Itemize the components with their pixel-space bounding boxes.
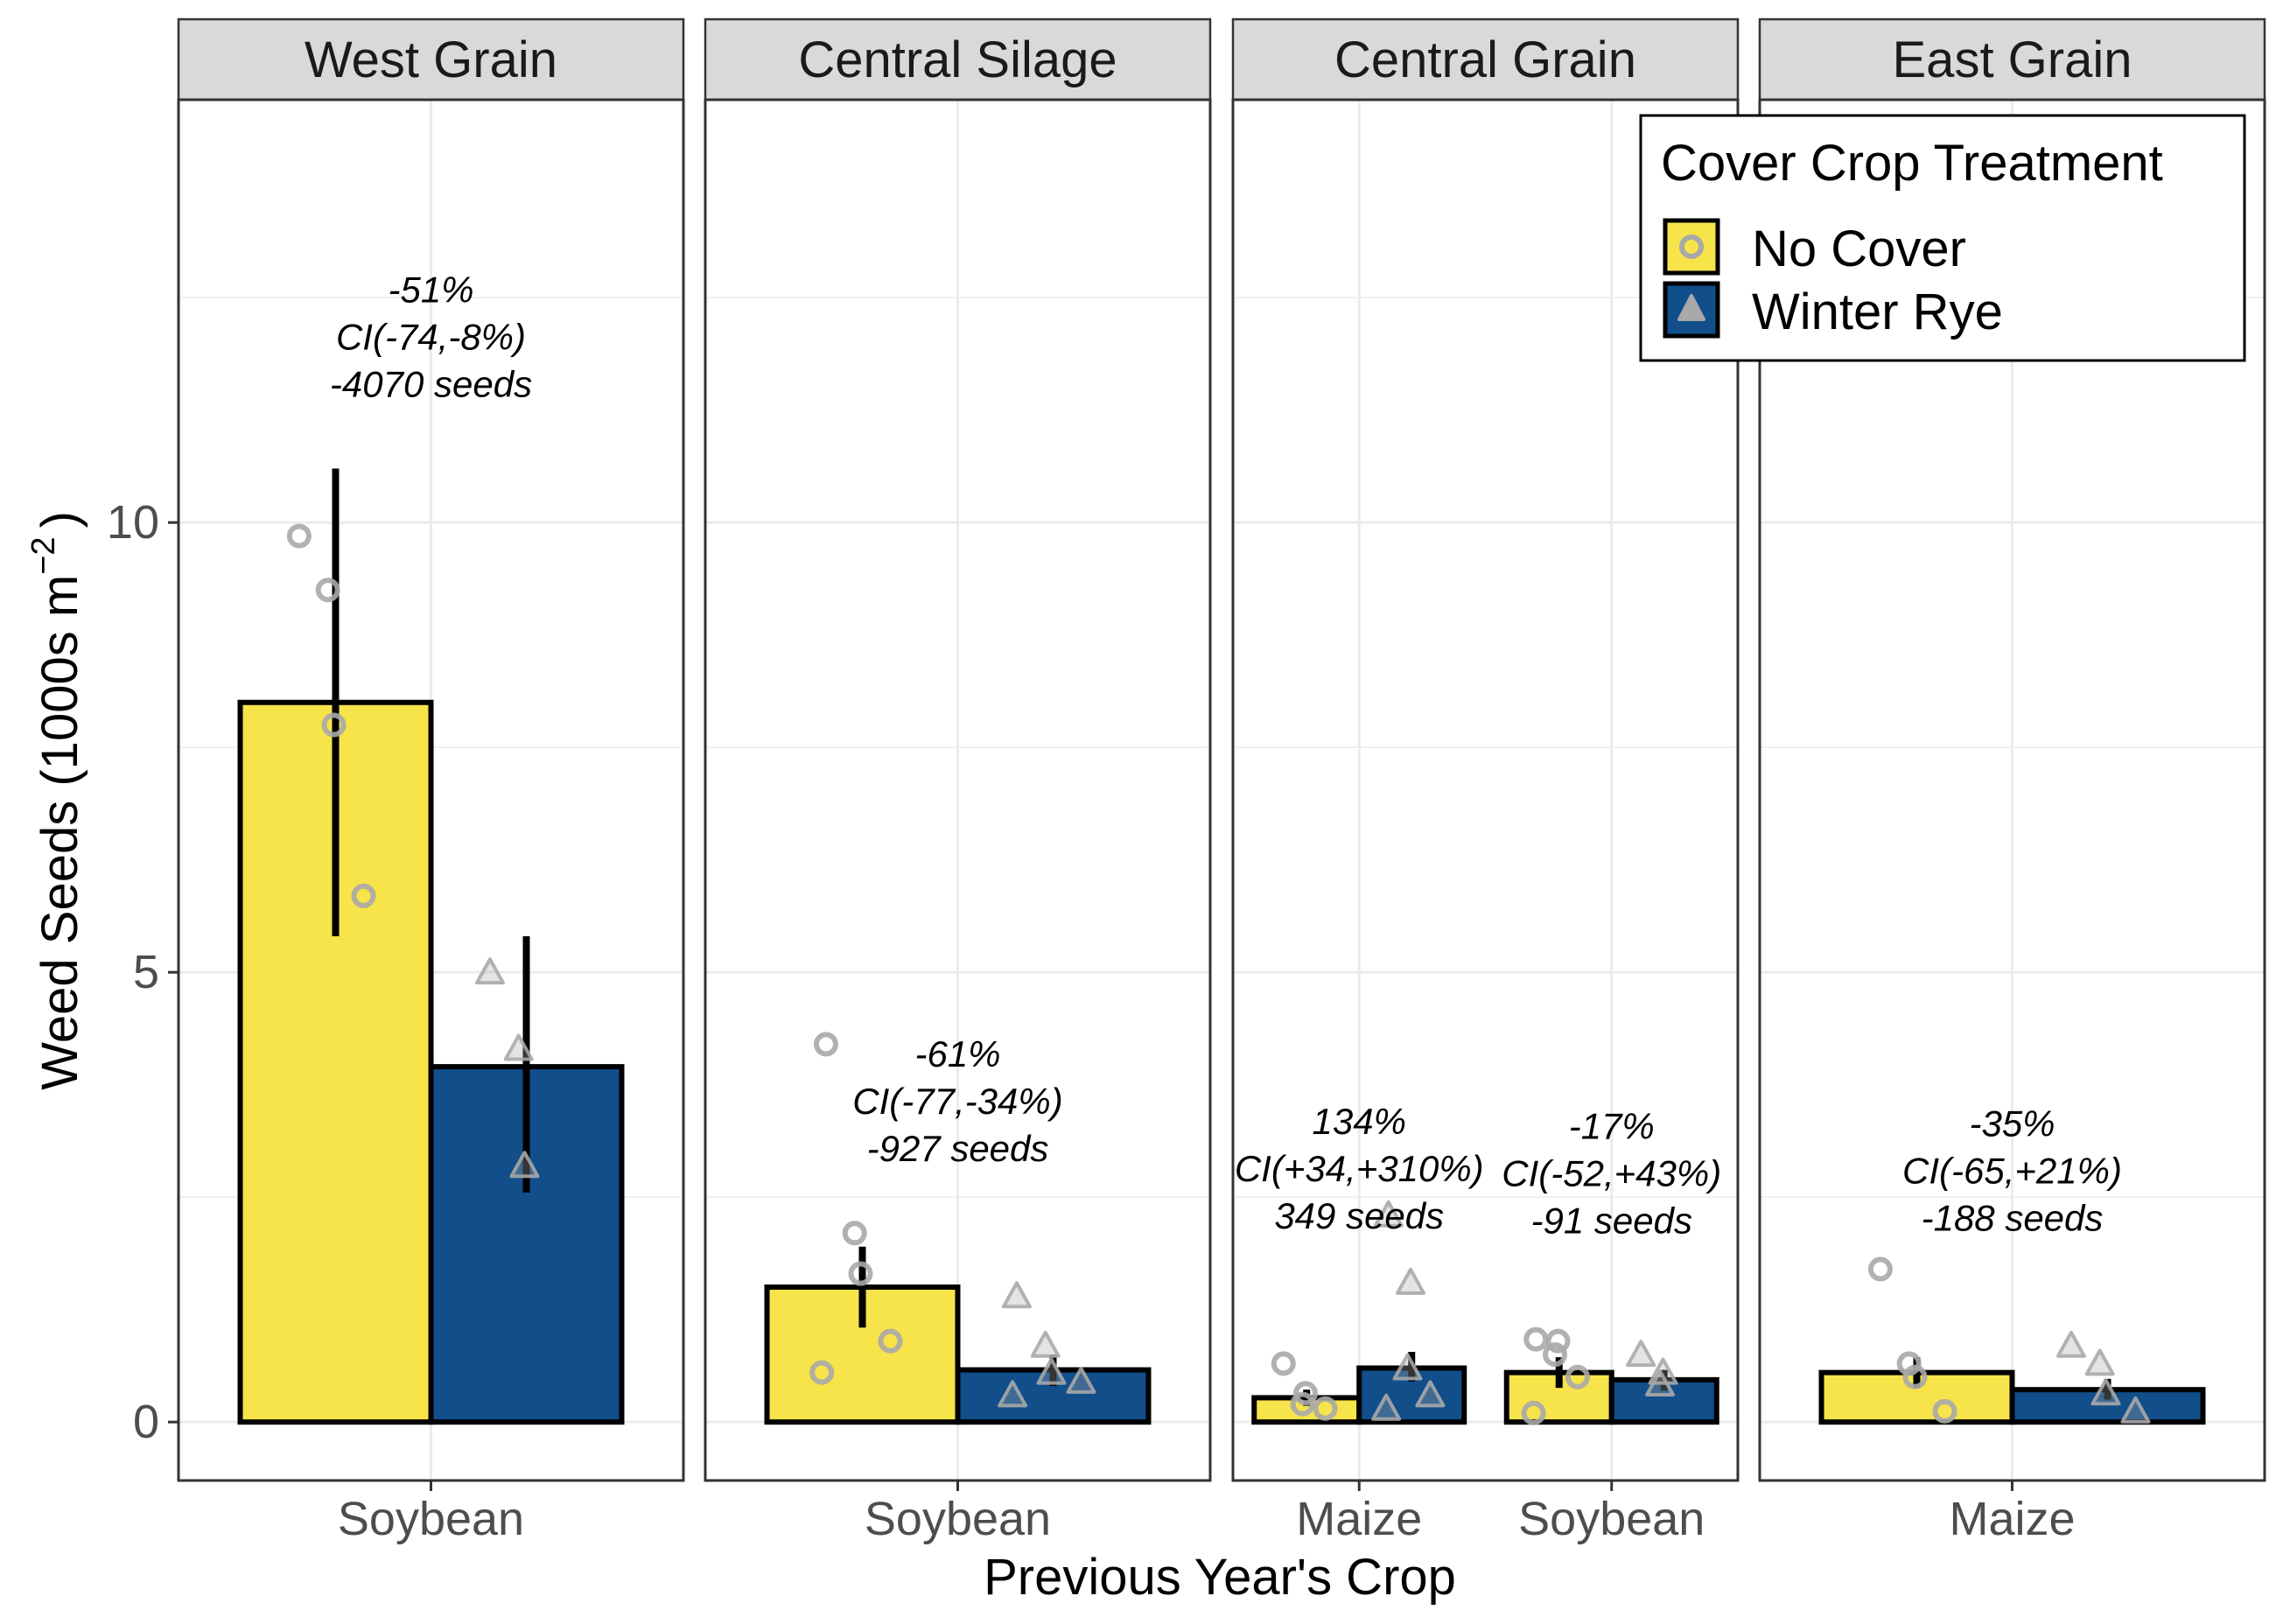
facet-strip-label-west-grain: West Grain (305, 32, 557, 88)
x-tick-label-soybean: Soybean (1518, 1493, 1705, 1545)
effect-annotation-line: CI(-65,+21%) (1902, 1150, 2122, 1191)
data-point-circle (321, 712, 347, 738)
x-tick-label-maize: Maize (1296, 1493, 1422, 1545)
y-axis-title: Weed Seeds (1000s m−2) (25, 511, 88, 1090)
data-point-circle (1932, 1398, 1957, 1424)
effect-annotation-line: CI(+34,+310%) (1235, 1148, 1484, 1189)
x-tick-label-maize: Maize (1949, 1493, 2075, 1545)
facet-strip-central-grain (1231, 18, 1740, 102)
x-axis-title: Previous Year's Crop (984, 1549, 1456, 1606)
effect-annotation-line: CI(-77,-34%) (852, 1081, 1062, 1122)
effect-annotation-line: -35% (1969, 1102, 2055, 1144)
data-point-triangle (2084, 1348, 2115, 1376)
data-point-triangle (509, 1151, 540, 1179)
data-point-circle (809, 1360, 835, 1385)
data-point-circle (1521, 1400, 1546, 1425)
data-point-circle (1867, 1256, 1893, 1282)
facet-strip-west-grain (177, 18, 685, 102)
data-point-circle (1565, 1364, 1590, 1390)
data-point-circle (1271, 1351, 1296, 1376)
data-point-circle (286, 523, 312, 549)
y-tick-label: 5 (133, 946, 159, 998)
y-axis-title-superscript: −2 (25, 537, 62, 575)
data-point-circle (813, 1032, 838, 1057)
legend-circle-marker (1679, 234, 1704, 259)
facet-strip-label-central-silage: Central Silage (798, 32, 1117, 88)
effect-annotation-line: 349 seeds (1274, 1195, 1444, 1236)
data-point-triangle (1001, 1281, 1032, 1309)
data-point-triangle (1030, 1330, 1061, 1358)
effect-annotation-line: -4070 seeds (330, 363, 532, 404)
y-tick-label: 10 (107, 496, 159, 549)
data-point-circle (842, 1221, 867, 1246)
data-point-triangle (1373, 1200, 1404, 1228)
effect-annotation-line: 134% (1313, 1101, 1406, 1142)
legend: Cover Crop Treatment No Cover Winter Rye (1639, 114, 2246, 362)
data-point-circle (315, 578, 340, 603)
effect-annotation-line: -17% (1569, 1105, 1655, 1146)
legend-key-winter-rye (1663, 281, 1720, 339)
legend-key-no-cover (1663, 218, 1720, 276)
effect-annotation-line: -927 seeds (867, 1128, 1049, 1169)
x-tick-label-soybean: Soybean (338, 1493, 524, 1545)
effect-annotation-line: -188 seeds (1922, 1197, 2104, 1238)
data-point-triangle (2090, 1378, 2121, 1406)
data-point-circle (848, 1261, 873, 1286)
legend-triangle-marker (1677, 294, 1705, 321)
data-point-circle (1545, 1328, 1571, 1354)
panel-border-central-silage (704, 98, 1212, 1482)
effect-annotation-line: -51% (388, 269, 473, 310)
data-point-triangle (1396, 1267, 1426, 1295)
legend-title: Cover Crop Treatment (1661, 135, 2163, 192)
data-point-triangle (1415, 1380, 1446, 1408)
facet-strip-label-central-grain: Central Grain (1334, 32, 1636, 88)
data-point-circle (1902, 1364, 1928, 1390)
data-point-circle (1290, 1391, 1315, 1417)
effect-annotation-line: CI(-74,-8%) (336, 316, 526, 357)
effect-annotation-line: -91 seeds (1531, 1200, 1692, 1241)
data-point-circle (878, 1328, 903, 1354)
data-point-triangle (1036, 1357, 1067, 1385)
data-point-circle (351, 883, 376, 908)
data-point-triangle (2055, 1330, 2086, 1358)
data-point-circle (1293, 1381, 1319, 1406)
facet-strip-central-silage (704, 18, 1212, 102)
data-point-triangle (1066, 1366, 1096, 1394)
x-tick-label-soybean: Soybean (865, 1493, 1051, 1545)
y-tick-label: 0 (133, 1396, 159, 1448)
facet-strip-east-grain (1758, 18, 2266, 102)
legend-label-no-cover: No Cover (1752, 220, 1966, 277)
y-axis-title-close: ) (32, 511, 88, 528)
data-point-triangle (998, 1380, 1028, 1408)
panel-border-west-grain (177, 98, 685, 1482)
data-point-circle (1313, 1396, 1338, 1421)
data-point-triangle (1626, 1340, 1656, 1368)
legend-label-winter-rye: Winter Rye (1752, 284, 2003, 340)
panel-border-central-grain (1231, 98, 1740, 1482)
data-point-triangle (1371, 1393, 1402, 1421)
data-point-triangle (503, 1033, 534, 1061)
facet-strip-label-east-grain: East Grain (1893, 32, 2132, 88)
legend-box (1639, 114, 2246, 362)
data-point-triangle (1392, 1353, 1423, 1381)
data-point-circle (1543, 1342, 1568, 1368)
facet-panels: West Grain -51% CI(-74,-8%) -4070 seeds Soyb… (107, 18, 2266, 1545)
data-point-triangle (1645, 1369, 1676, 1396)
data-point-circle (1523, 1326, 1549, 1352)
panel-border-east-grain (1758, 98, 2266, 1482)
y-axis-title-main: Weed Seeds (1000s m (32, 575, 88, 1090)
effect-annotation-line: -61% (914, 1033, 1000, 1074)
data-point-triangle (474, 957, 505, 985)
effect-annotation-line: CI(-52,+43%) (1502, 1152, 1721, 1194)
data-point-triangle (2120, 1396, 2151, 1424)
